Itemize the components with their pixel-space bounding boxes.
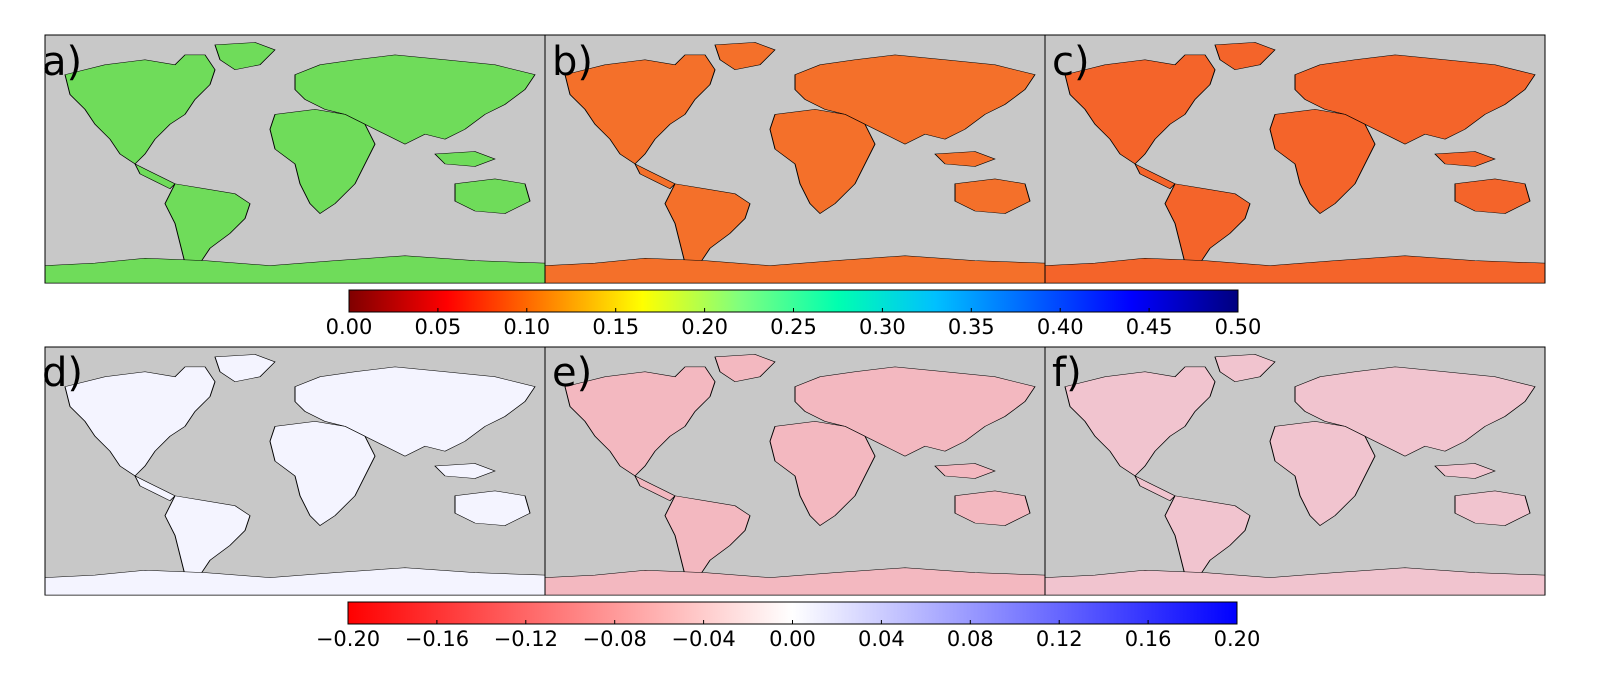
colorbar-bottom-tick-label: −0.12 <box>494 627 558 651</box>
colorbar-top-tick-label: 0.00 <box>326 315 373 339</box>
colorbar-top-tick-label: 0.15 <box>592 315 639 339</box>
colorbar-bottom-tick-label: 0.00 <box>769 627 816 651</box>
panel-label-e: e) <box>552 350 592 396</box>
colorbar-bottom-tick-label: −0.04 <box>671 627 735 651</box>
panel-d: d) <box>42 346 545 595</box>
colorbar-top-tick-label: 0.10 <box>503 315 550 339</box>
colorbar-top-tick-label: 0.50 <box>1215 315 1262 339</box>
colorbar-top-tick-label: 0.40 <box>1037 315 1084 339</box>
panel-label-d: d) <box>42 350 83 396</box>
colorbar-bottom-tick-label: 0.08 <box>947 627 994 651</box>
colorbar-bottom-tick-label: 0.12 <box>1036 627 1083 651</box>
colorbar-bottom: −0.20 −0.16 −0.12 −0.08 −0.04 0.00 0.04 0.08 0.1… <box>316 601 1261 651</box>
colorbar-bottom-tick-label: 0.04 <box>858 627 905 651</box>
colorbar-top-tick-label: 0.05 <box>415 315 462 339</box>
colorbar-bottom-tick-label: 0.16 <box>1125 627 1172 651</box>
colorbar-bottom-tick-label: −0.08 <box>583 627 647 651</box>
panel-label-a: a) <box>42 39 82 85</box>
colorbar-top-tick-label: 0.25 <box>770 315 817 339</box>
colorbar-top-tick-label: 0.35 <box>948 315 995 339</box>
colorbar-top-tick-label: 0.30 <box>859 315 906 339</box>
panel-c: c) <box>1045 34 1545 283</box>
colorbar-top-tick-label: 0.20 <box>681 315 728 339</box>
colorbar-bottom-tick-label: 0.20 <box>1214 627 1261 651</box>
colorbar-bottom-tick-label: −0.16 <box>405 627 469 651</box>
panel-label-b: b) <box>552 39 593 85</box>
panel-label-f: f) <box>1052 350 1082 396</box>
panel-b: b) <box>545 34 1045 283</box>
panel-f: f) <box>1045 346 1545 595</box>
colorbar-top: 0.00 0.05 0.10 0.15 0.20 0.25 0.30 0.35 0.40 0.45… <box>326 289 1262 339</box>
panel-e: e) <box>545 346 1045 595</box>
panel-a: a) <box>42 34 545 283</box>
colorbar-top-tick-label: 0.45 <box>1126 315 1173 339</box>
panel-label-c: c) <box>1052 39 1090 85</box>
colorbar-bottom-tick-label: −0.20 <box>316 627 380 651</box>
colorbar-top-ticks: 0.00 0.05 0.10 0.15 0.20 0.25 0.30 0.35 0.40 0.45… <box>326 308 1262 339</box>
colorbar-bottom-ticks: −0.20 −0.16 −0.12 −0.08 −0.04 0.00 0.04 0.08 0.1… <box>316 620 1261 651</box>
